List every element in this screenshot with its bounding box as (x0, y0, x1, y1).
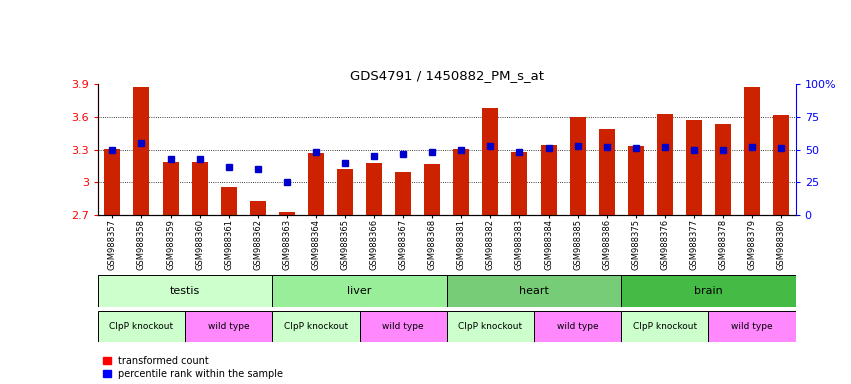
Bar (395, 172, 411, 215)
Text: brain: brain (694, 286, 722, 296)
Bar (715, 124, 731, 215)
Bar (366, 163, 382, 215)
Text: ClpP knockout: ClpP knockout (110, 322, 174, 331)
Text: wild type: wild type (731, 322, 773, 331)
Bar (425, 164, 440, 215)
Text: wild type: wild type (208, 322, 249, 331)
Bar (534, 311, 621, 342)
Text: ClpP knockout: ClpP knockout (284, 322, 348, 331)
Bar (134, 87, 150, 215)
Bar (308, 153, 324, 215)
Text: liver: liver (347, 286, 372, 296)
Bar (621, 275, 796, 307)
Text: testis: testis (170, 286, 200, 296)
Bar (599, 129, 614, 215)
Bar (447, 275, 621, 307)
Bar (279, 212, 294, 215)
Bar (272, 275, 447, 307)
Bar (621, 311, 708, 342)
Bar (250, 201, 266, 215)
Bar (163, 162, 179, 215)
Bar (191, 162, 208, 215)
Bar (186, 311, 272, 342)
Bar (105, 149, 120, 215)
Bar (569, 117, 585, 215)
Bar (272, 311, 360, 342)
Text: heart: heart (519, 286, 549, 296)
Title: GDS4791 / 1450882_PM_s_at: GDS4791 / 1450882_PM_s_at (350, 69, 544, 82)
Bar (628, 147, 643, 215)
Bar (709, 311, 796, 342)
Bar (98, 311, 186, 342)
Bar (359, 311, 447, 342)
Bar (337, 169, 353, 215)
Text: wild type: wild type (557, 322, 598, 331)
Bar (686, 121, 702, 215)
Bar (540, 146, 557, 215)
Bar (220, 187, 237, 215)
Text: ClpP knockout: ClpP knockout (633, 322, 697, 331)
Bar (774, 115, 789, 215)
Bar (657, 114, 673, 215)
Text: wild type: wild type (382, 322, 424, 331)
Text: ClpP knockout: ClpP knockout (459, 322, 523, 331)
Bar (454, 149, 469, 215)
Bar (483, 108, 499, 215)
Bar (447, 311, 534, 342)
Bar (744, 87, 760, 215)
Bar (511, 152, 528, 215)
Bar (98, 275, 272, 307)
Legend: transformed count, percentile rank within the sample: transformed count, percentile rank withi… (103, 356, 283, 379)
